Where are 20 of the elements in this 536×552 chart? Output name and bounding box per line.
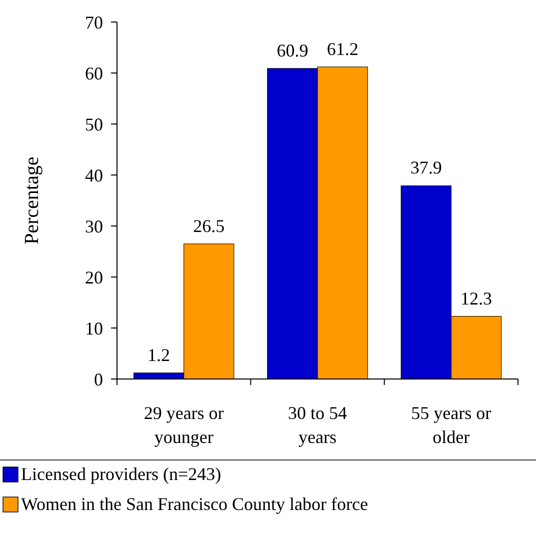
y-tick-label: 50 (85, 114, 103, 134)
y-tick-label: 70 (85, 12, 103, 32)
legend-label: Licensed providers (n=243) (21, 464, 222, 484)
data-label: 60.9 (276, 40, 308, 60)
x-tick-label: 29 years or younger (144, 403, 224, 447)
y-tick-label: 40 (85, 165, 103, 186)
y-axis-title: Percentage (21, 156, 43, 244)
y-tick-label: 20 (85, 267, 103, 288)
y-tick-label: 0 (94, 369, 103, 390)
data-label: 61.2 (326, 38, 358, 59)
y-tick-label: 10 (85, 318, 103, 338)
x-tick-label: 55 years or older (411, 403, 492, 447)
y-tick-label: 60 (85, 63, 103, 84)
data-label: 12.3 (460, 288, 492, 308)
data-label: 37.9 (410, 158, 442, 178)
x-tick-label: 30 to 54 years (288, 403, 348, 447)
data-label: 26.5 (193, 216, 225, 236)
y-tick-label: 30 (85, 216, 103, 236)
data-label: 1.2 (148, 344, 170, 365)
legend-label: Women in the San Francisco County labor force (21, 494, 368, 514)
